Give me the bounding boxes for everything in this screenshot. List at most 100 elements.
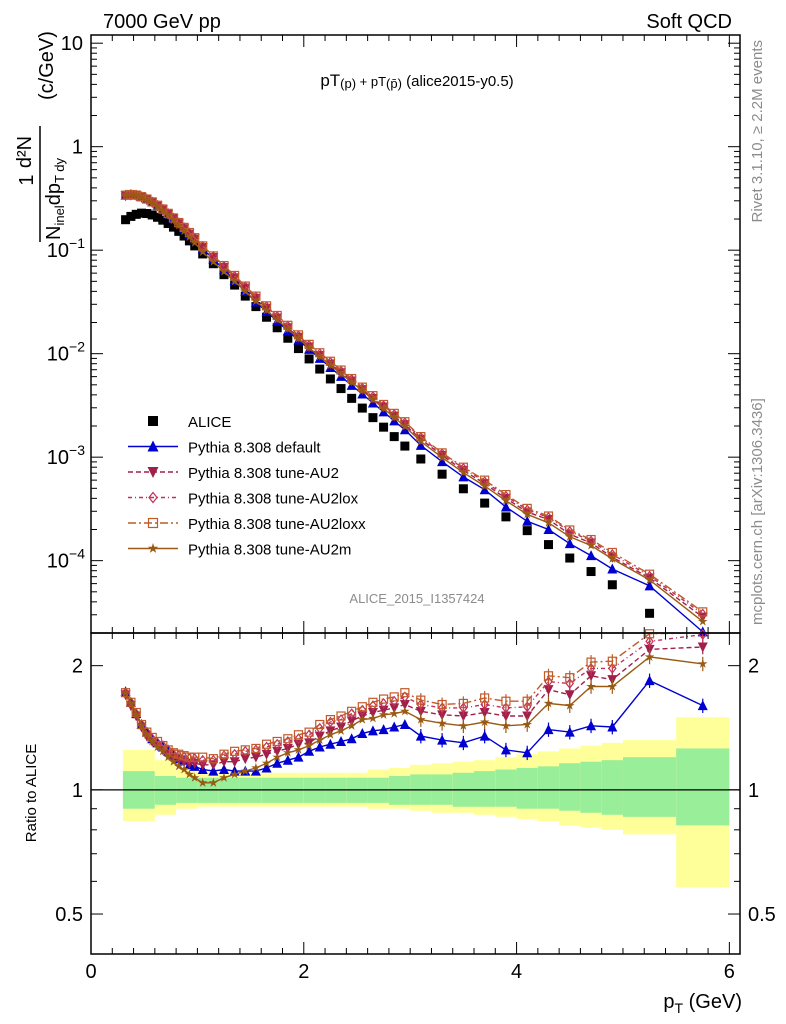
data-point: [458, 720, 469, 730]
x-tick-label: 4: [511, 961, 522, 983]
legend-marker: [147, 467, 159, 478]
data-point: [480, 699, 489, 711]
data-point: [240, 754, 251, 765]
y-tick-label: 10−3: [47, 442, 85, 469]
data-point: [698, 607, 708, 617]
data-point: [325, 715, 335, 725]
data-point: [208, 256, 219, 266]
data-point: [586, 681, 596, 691]
data-point: [240, 286, 250, 296]
data-point: [283, 333, 293, 343]
data-point: [565, 700, 575, 710]
data-point: [293, 744, 304, 754]
series-ratio-4: [120, 649, 708, 787]
data-point: [168, 215, 179, 225]
data-point: [152, 201, 163, 211]
y-label-denominator: NineldpT dy: [43, 157, 67, 240]
y-tick-label: 10−4: [47, 546, 85, 573]
data-point: [304, 740, 314, 750]
series-ratio-3: [120, 629, 703, 764]
data-point: [174, 220, 184, 230]
data-point: [522, 711, 533, 722]
series-line: [124, 633, 703, 761]
data-point: [586, 540, 596, 550]
data-point: [522, 515, 533, 526]
data-point: [126, 698, 136, 708]
data-point: [174, 749, 184, 759]
data-point: [479, 484, 490, 495]
data-point: [500, 711, 511, 722]
x-axis-label: pT (GeV): [663, 991, 742, 1016]
data-point: [379, 422, 389, 432]
data-point: [501, 512, 511, 522]
legend-label: Pythia 8.308 tune-AU2loxx: [188, 516, 366, 533]
data-point: [315, 719, 325, 730]
stat-band-bin: [676, 748, 730, 826]
data-point: [293, 739, 304, 750]
data-point: [251, 296, 261, 306]
data-point: [399, 719, 410, 730]
data-point: [458, 698, 468, 709]
data-point: [522, 509, 532, 519]
data-point: [437, 452, 447, 462]
ratio-y-tick-label: 2: [72, 656, 83, 678]
data-point: [357, 403, 367, 413]
data-point: [120, 190, 131, 200]
data-point: [293, 344, 303, 354]
data-point: [126, 211, 136, 221]
data-point: [564, 726, 575, 737]
data-point: [480, 693, 490, 703]
data-point: [501, 702, 511, 714]
y-tick-label: 10−1: [47, 235, 85, 262]
data-point: [437, 734, 448, 745]
data-point: [336, 725, 346, 735]
data-point: [501, 696, 511, 706]
data-point: [543, 671, 554, 681]
data-point: [416, 454, 426, 464]
data-point: [368, 700, 378, 712]
legend-label: Pythia 8.308 tune-AU2m: [188, 542, 351, 559]
data-point: [607, 681, 618, 691]
data-point: [543, 724, 554, 735]
ratio-plot-panel: 0 2 4 6 0.5 0.5 1 1 2 2 Ratio to ALICE pT (GeV): [23, 629, 776, 1016]
data-point: [261, 749, 272, 760]
data-point: [272, 746, 283, 757]
data-point: [607, 563, 618, 574]
data-point: [479, 707, 490, 718]
data-point: [163, 219, 173, 229]
data-point: [304, 727, 314, 737]
stat-band-bin: [622, 757, 677, 817]
data-point: [198, 754, 207, 766]
legend-label: ALICE: [188, 414, 231, 431]
data-point: [208, 754, 218, 764]
data-point: [564, 690, 575, 701]
data-point: [184, 236, 194, 246]
y-label-unit: (c/GeV): [36, 31, 58, 100]
ratio-y-tick-label: 0.5: [55, 904, 83, 926]
data-point: [315, 735, 325, 745]
data-point: [565, 673, 575, 683]
data-point: [400, 688, 410, 698]
data-point: [136, 192, 147, 202]
data-point: [458, 467, 469, 477]
data-point: [272, 314, 282, 324]
data-point: [293, 751, 304, 762]
data-point: [368, 697, 378, 707]
data-point: [229, 769, 240, 779]
data-point: [251, 302, 261, 312]
data-point: [346, 733, 357, 744]
legend-label: Pythia 8.308 tune-AU2lox: [188, 491, 359, 508]
data-point: [163, 210, 173, 220]
data-point: [137, 208, 147, 218]
data-point: [607, 656, 617, 666]
legend-marker: [147, 517, 159, 529]
legend-label: Pythia 8.308 default: [188, 440, 321, 457]
data-point: [184, 769, 195, 779]
data-point: [163, 208, 173, 220]
data-point: [586, 720, 597, 731]
data-point: [272, 736, 282, 747]
data-point: [121, 215, 131, 225]
data-point: [325, 738, 336, 749]
data-point: [416, 699, 426, 711]
data-point: [304, 729, 314, 741]
